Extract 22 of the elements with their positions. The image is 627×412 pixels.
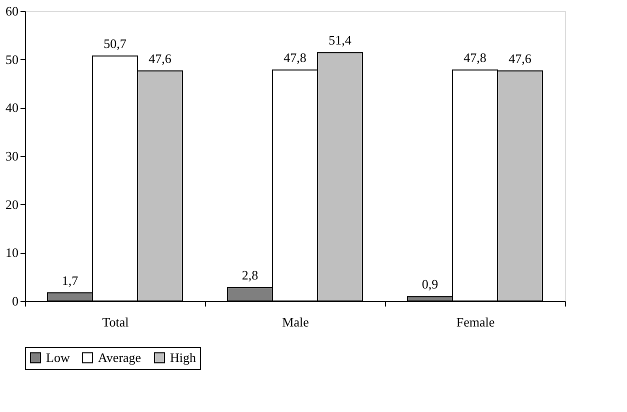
legend-label: Low xyxy=(46,350,70,365)
y-tick-label: 40 xyxy=(6,100,18,116)
x-tick-label: Total xyxy=(102,314,130,330)
y-tick-label: 50 xyxy=(6,52,18,67)
x-tick-label: Female xyxy=(456,314,495,330)
y-tick-label: 0 xyxy=(12,294,18,308)
data-label: 47,8 xyxy=(464,50,486,65)
data-label: 2,8 xyxy=(242,267,258,282)
legend-label: Average xyxy=(98,350,142,365)
x-tick-label: Male xyxy=(282,314,310,330)
data-label: 51,4 xyxy=(328,32,352,48)
y-tick-label: 10 xyxy=(6,245,18,260)
data-label: 47,6 xyxy=(148,50,172,66)
data-label: 47,8 xyxy=(284,50,306,65)
data-label: 50,7 xyxy=(104,36,127,51)
data-label: 47,6 xyxy=(508,50,532,66)
data-label: 1,7 xyxy=(62,272,79,288)
y-tick-label: 20 xyxy=(6,196,18,212)
data-label: 0,9 xyxy=(422,276,438,292)
y-tick-label: 30 xyxy=(6,148,18,164)
legend-label: High xyxy=(170,350,196,365)
y-tick-label: 60 xyxy=(6,4,18,18)
